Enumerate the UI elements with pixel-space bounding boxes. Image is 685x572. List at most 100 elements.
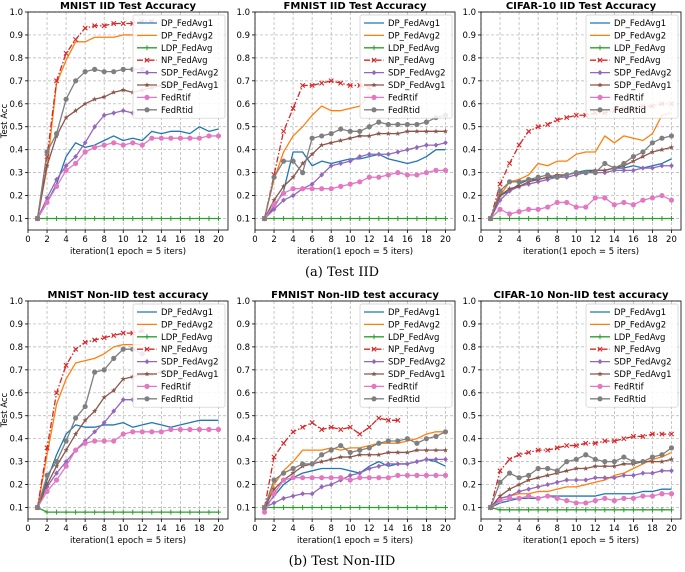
- legend-label-fedrtid: FedRtid: [388, 395, 420, 405]
- x-tick-label: 4: [290, 235, 295, 245]
- point-sdp-fedavg2: [573, 477, 579, 483]
- y-tick-label: 0.2: [462, 192, 476, 202]
- point-fedrtid: [487, 215, 494, 222]
- point-sdp-fedavg1: [366, 133, 372, 139]
- point-sdp-fedavg1: [442, 447, 449, 453]
- x-tick-label: 18: [647, 524, 658, 534]
- point-ldp-fedavg: [187, 216, 193, 222]
- point-fedrtif: [385, 475, 391, 481]
- chart-panel-cifar-10-non-iid-test-accuracy: 0 2 4 6 8 10 12 14 16 18 20 0.1 0.2 0.3 0.4 0.5 0.6 0.7 0.…: [462, 290, 682, 546]
- y-axis-label: Test Acc: [0, 103, 10, 139]
- point-ldp-fedavg: [300, 505, 306, 511]
- point-ldp-fedavg: [130, 216, 136, 222]
- legend-label-fedrtif: FedRtif: [161, 382, 192, 392]
- point-sdp-fedavg1: [101, 394, 107, 400]
- legend-marker-fedrtif: [597, 94, 603, 100]
- point-ldp-fedavg: [158, 509, 164, 515]
- point-sdp-fedavg1: [271, 486, 277, 492]
- point-fedrtif: [414, 172, 420, 178]
- point-fedrtif: [280, 190, 287, 196]
- point-ldp-fedavg: [44, 216, 50, 222]
- y-tick-label: 0.9: [462, 320, 476, 330]
- point-sdp-fedavg1: [621, 461, 627, 467]
- point-np-fedavg: [338, 426, 344, 433]
- point-ldp-fedavg: [433, 216, 439, 222]
- point-sdp-fedavg2: [640, 165, 646, 171]
- point-ldp-fedavg: [149, 509, 155, 515]
- point-fedrtif: [659, 491, 665, 497]
- point-np-fedavg: [290, 429, 296, 435]
- point-fedrtif: [319, 475, 325, 481]
- point-np-fedavg: [347, 82, 353, 89]
- point-fedrtid: [640, 149, 646, 155]
- point-fedrtif: [395, 170, 401, 176]
- point-sdp-fedavg2: [376, 151, 382, 157]
- point-fedrtid: [385, 438, 391, 444]
- x-tick-label: 10: [571, 235, 582, 245]
- legend-box: [359, 303, 453, 408]
- point-fedrtif: [53, 477, 60, 483]
- point-fedrtid: [120, 66, 126, 72]
- point-ldp-fedavg: [120, 509, 126, 515]
- point-sdp-fedavg2: [602, 475, 608, 481]
- x-tick-label: 4: [516, 524, 521, 534]
- point-fedrtif: [338, 183, 344, 189]
- point-ldp-fedavg: [640, 507, 646, 513]
- point-fedrtid: [526, 176, 532, 183]
- point-ldp-fedavg: [357, 216, 363, 222]
- chart-title: CIFAR-10 Non-IID test accuracy: [493, 290, 669, 301]
- point-sdp-fedavg2: [630, 167, 636, 173]
- point-ldp-fedavg: [319, 505, 325, 511]
- point-fedrtif: [280, 477, 287, 483]
- point-fedrtif: [649, 493, 656, 499]
- point-fedrtif: [506, 495, 513, 501]
- point-fedrtid: [319, 133, 325, 139]
- point-ldp-fedavg: [535, 216, 541, 222]
- point-sdp-fedavg2: [328, 481, 334, 488]
- point-ldp-fedavg: [385, 505, 391, 511]
- chart-panel-cifar-10-iid-test-accuracy: 0 2 4 6 8 10 12 14 16 18 20 0.1 0.2 0.3 0.4 0.5 0.6 0.7 0.…: [462, 1, 682, 257]
- point-fedrtid: [564, 459, 570, 465]
- point-fedrtif: [442, 472, 449, 478]
- x-tick-label: 8: [101, 524, 106, 534]
- point-ldp-fedavg: [385, 216, 391, 222]
- point-ldp-fedavg: [583, 507, 589, 513]
- legend: DP_FedAvg1 DP_FedAvg2 LDP_FedAvg NP_FedAvg S…: [359, 303, 453, 408]
- y-tick-label: 0.3: [236, 458, 250, 468]
- y-tick-label: 0.2: [462, 481, 476, 491]
- point-ldp-fedavg: [592, 507, 598, 513]
- x-axis-label: iteration(1 epoch = 5 iters): [297, 536, 413, 546]
- chart-title: FMNIST Non-IID test accuracy: [271, 290, 439, 301]
- point-fedrtid: [564, 172, 570, 178]
- point-sdp-fedavg1: [506, 486, 513, 492]
- point-fedrtif: [120, 142, 126, 148]
- y-tick-label: 0.1: [236, 215, 250, 225]
- legend-marker-ldp-fedavg: [144, 45, 150, 51]
- point-fedrtid: [34, 215, 41, 222]
- point-sdp-fedavg2: [564, 477, 570, 483]
- point-sdp-fedavg1: [649, 149, 656, 155]
- point-fedrtif: [611, 498, 617, 504]
- y-tick-label: 0.9: [236, 320, 250, 330]
- point-sdp-fedavg2: [433, 456, 439, 462]
- point-np-fedavg: [602, 438, 608, 444]
- point-fedrtif: [271, 491, 277, 497]
- point-fedrtid: [630, 153, 636, 160]
- series-group: [34, 18, 222, 222]
- point-sdp-fedavg2: [44, 484, 50, 490]
- point-fedrtif: [630, 202, 636, 208]
- point-ldp-fedavg: [328, 505, 334, 511]
- point-ldp-fedavg: [101, 216, 107, 222]
- point-fedrtif: [53, 183, 60, 189]
- point-sdp-fedavg2: [357, 470, 363, 476]
- y-tick-label: 0.9: [9, 31, 23, 41]
- point-sdp-fedavg1: [592, 463, 598, 469]
- point-ldp-fedavg: [602, 507, 608, 513]
- point-fedrtif: [261, 509, 268, 515]
- point-np-fedavg: [280, 440, 287, 446]
- y-axis-label: Test Acc: [0, 392, 10, 428]
- point-fedrtid: [101, 367, 107, 373]
- point-np-fedavg: [44, 445, 50, 451]
- point-sdp-fedavg1: [433, 447, 439, 453]
- point-fedrtif: [168, 426, 174, 433]
